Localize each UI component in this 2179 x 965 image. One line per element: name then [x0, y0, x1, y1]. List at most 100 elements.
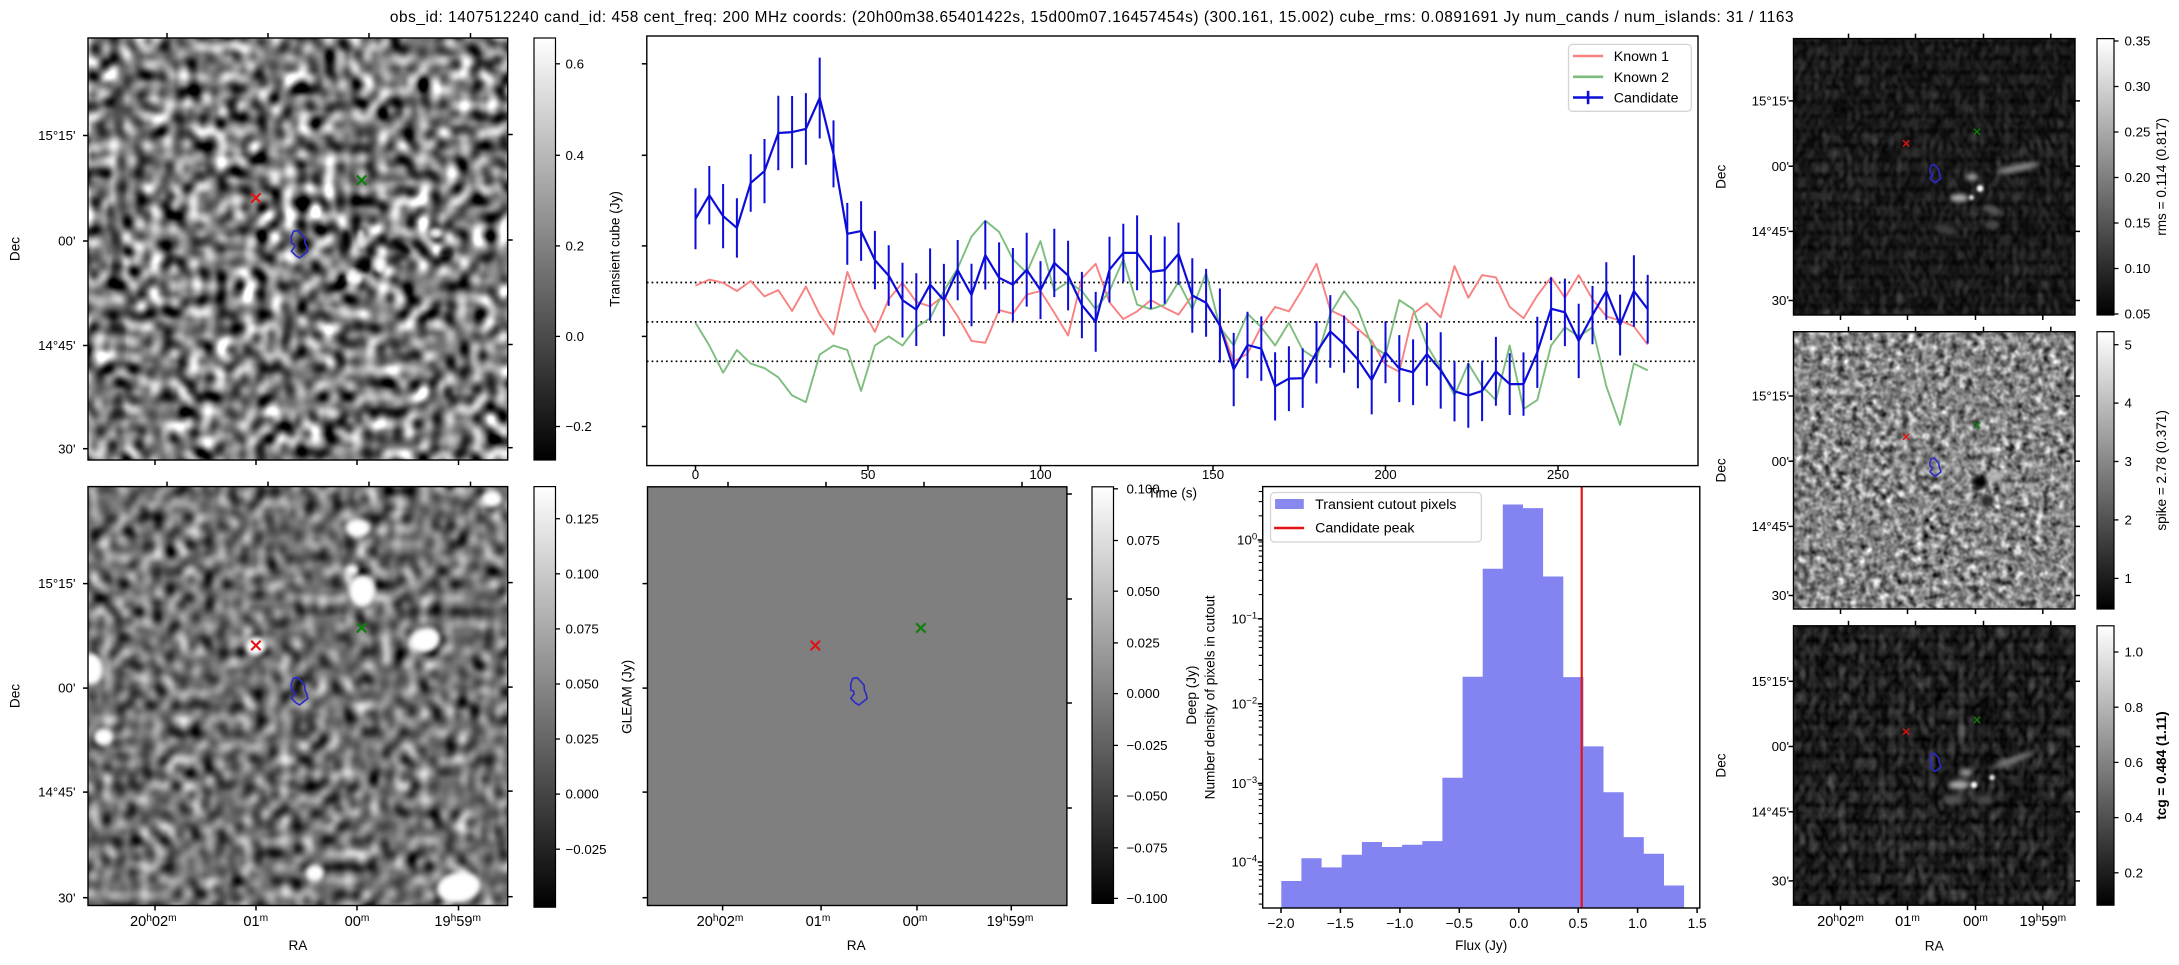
- svg-text:14°45': 14°45': [1752, 224, 1789, 239]
- svg-text:0.8: 0.8: [2125, 700, 2144, 715]
- svg-text:Dec: Dec: [1714, 165, 1729, 189]
- svg-text:5: 5: [2125, 337, 2132, 352]
- svg-text:0.050: 0.050: [566, 677, 599, 692]
- svg-text:4: 4: [2125, 396, 2132, 411]
- svg-text:0: 0: [692, 467, 699, 482]
- svg-text:14°45': 14°45': [38, 338, 75, 353]
- svg-text:30': 30': [1772, 293, 1789, 308]
- svg-text:−0.100: −0.100: [1127, 891, 1168, 906]
- svg-text:0.0: 0.0: [1509, 916, 1528, 931]
- svg-text:GLEAM (Jy): GLEAM (Jy): [620, 660, 635, 734]
- svg-text:Deep (Jy): Deep (Jy): [1184, 666, 1199, 725]
- svg-text:−1.5: −1.5: [1327, 916, 1354, 931]
- svg-text:0.10: 0.10: [2125, 261, 2151, 276]
- svg-text:15°15': 15°15': [38, 576, 75, 591]
- svg-text:3: 3: [2125, 454, 2132, 469]
- svg-text:−0.025: −0.025: [566, 842, 607, 857]
- svg-text:0.025: 0.025: [1127, 636, 1160, 651]
- svg-text:2: 2: [2125, 513, 2132, 528]
- svg-text:00': 00': [1772, 454, 1789, 469]
- svg-text:250: 250: [1547, 467, 1569, 482]
- svg-text:19h59m: 19h59m: [434, 913, 481, 930]
- svg-text:0.125: 0.125: [566, 511, 599, 526]
- svg-text:0.20: 0.20: [2125, 170, 2151, 185]
- svg-text:30': 30': [1772, 588, 1789, 603]
- svg-text:Known 2: Known 2: [1614, 70, 1669, 86]
- svg-text:1.0: 1.0: [2125, 645, 2144, 660]
- svg-text:1: 1: [2125, 571, 2132, 586]
- svg-text:spike = 2.78 (0.371): spike = 2.78 (0.371): [2154, 410, 2169, 531]
- svg-text:00': 00': [58, 234, 75, 249]
- svg-text:1.5: 1.5: [1688, 916, 1707, 931]
- svg-text:−0.050: −0.050: [1127, 789, 1168, 804]
- svg-text:50: 50: [861, 467, 876, 482]
- svg-text:Dec: Dec: [1714, 458, 1729, 482]
- svg-text:15°15': 15°15': [38, 128, 75, 143]
- svg-text:0.075: 0.075: [1127, 533, 1160, 548]
- svg-text:100: 100: [1029, 467, 1051, 482]
- svg-text:0.6: 0.6: [566, 56, 585, 71]
- svg-text:15°15': 15°15': [1752, 94, 1789, 109]
- svg-text:0.2: 0.2: [2125, 865, 2144, 880]
- svg-text:00': 00': [58, 681, 75, 696]
- svg-text:Candidate: Candidate: [1614, 91, 1679, 107]
- svg-text:20h02m: 20h02m: [1817, 913, 1864, 930]
- svg-text:0.15: 0.15: [2125, 216, 2151, 231]
- svg-text:0.000: 0.000: [566, 787, 599, 802]
- svg-text:−1.0: −1.0: [1386, 916, 1413, 931]
- svg-text:0.25: 0.25: [2125, 125, 2151, 140]
- svg-text:30': 30': [58, 441, 75, 456]
- svg-text:obs_id: 1407512240 cand_id: 45: obs_id: 1407512240 cand_id: 458 cent_fre…: [390, 9, 1794, 26]
- svg-text:Time (s): Time (s): [1148, 486, 1197, 501]
- svg-text:0.0: 0.0: [566, 329, 585, 344]
- svg-text:0.35: 0.35: [2125, 34, 2151, 49]
- svg-text:RA: RA: [1925, 939, 1945, 954]
- svg-text:Number density of pixels in cu: Number density of pixels in cutout: [1203, 595, 1218, 799]
- svg-text:0.100: 0.100: [566, 566, 599, 581]
- svg-text:14°45': 14°45': [38, 785, 75, 800]
- svg-text:0.30: 0.30: [2125, 79, 2151, 94]
- svg-text:30': 30': [58, 890, 75, 905]
- svg-text:20h02m: 20h02m: [697, 913, 744, 930]
- svg-text:19h59m: 19h59m: [2019, 913, 2066, 930]
- svg-text:30': 30': [1772, 874, 1789, 889]
- svg-text:19h59m: 19h59m: [987, 913, 1034, 930]
- svg-text:200: 200: [1374, 467, 1396, 482]
- svg-text:0.05: 0.05: [2125, 307, 2151, 322]
- svg-text:Known 1: Known 1: [1614, 49, 1669, 65]
- svg-text:Transient cutout pixels: Transient cutout pixels: [1315, 497, 1456, 513]
- svg-text:0.6: 0.6: [2125, 755, 2144, 770]
- svg-text:Dec: Dec: [1714, 753, 1729, 777]
- svg-text:−0.2: −0.2: [566, 419, 592, 434]
- svg-text:14°45': 14°45': [1752, 804, 1789, 819]
- svg-text:−0.075: −0.075: [1127, 840, 1168, 855]
- svg-text:−2.0: −2.0: [1267, 916, 1294, 931]
- svg-text:15°15': 15°15': [1752, 674, 1789, 689]
- svg-text:15°15': 15°15': [1752, 389, 1789, 404]
- svg-text:1.0: 1.0: [1628, 916, 1647, 931]
- svg-text:tcg = 0.484 (1.11): tcg = 0.484 (1.11): [2154, 711, 2169, 819]
- svg-text:Candidate peak: Candidate peak: [1315, 520, 1415, 536]
- svg-text:Transient cube (Jy): Transient cube (Jy): [608, 191, 623, 307]
- svg-text:Dec: Dec: [8, 684, 23, 708]
- svg-text:0.100: 0.100: [1127, 481, 1160, 496]
- svg-text:−0.025: −0.025: [1127, 738, 1168, 753]
- svg-text:−0.5: −0.5: [1446, 916, 1473, 931]
- svg-text:0.4: 0.4: [566, 148, 585, 163]
- svg-text:00': 00': [1772, 739, 1789, 754]
- svg-text:0.025: 0.025: [566, 732, 599, 747]
- svg-text:0.050: 0.050: [1127, 584, 1160, 599]
- svg-text:00': 00': [1772, 159, 1789, 174]
- svg-text:RA: RA: [288, 938, 308, 953]
- svg-text:RA: RA: [847, 938, 867, 953]
- svg-text:rms = 0.114 (0.817): rms = 0.114 (0.817): [2154, 118, 2169, 236]
- svg-text:Dec: Dec: [8, 237, 23, 261]
- svg-text:0.2: 0.2: [566, 239, 585, 254]
- svg-text:14°45': 14°45': [1752, 519, 1789, 534]
- svg-text:0.000: 0.000: [1127, 686, 1160, 701]
- svg-text:Flux (Jy): Flux (Jy): [1455, 938, 1507, 953]
- svg-text:20h02m: 20h02m: [130, 913, 177, 930]
- svg-text:0.5: 0.5: [1569, 916, 1588, 931]
- svg-text:150: 150: [1202, 467, 1224, 482]
- svg-text:0.075: 0.075: [566, 622, 599, 637]
